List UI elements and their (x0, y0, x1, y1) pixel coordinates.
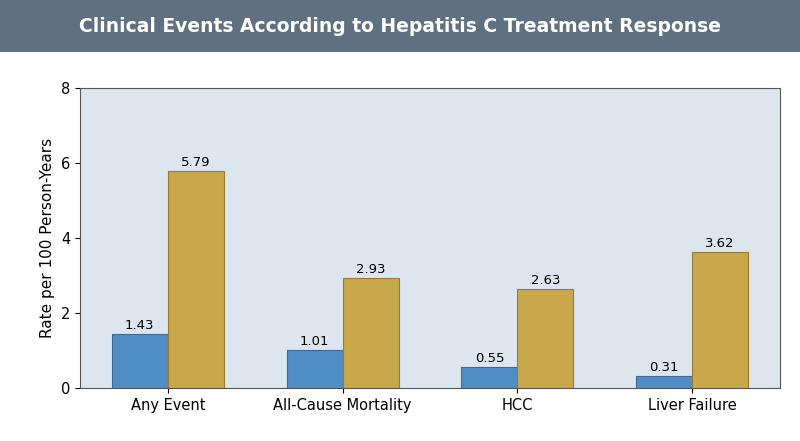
Text: 1.01: 1.01 (300, 335, 330, 348)
Text: 0.31: 0.31 (650, 361, 679, 374)
Text: 2.93: 2.93 (356, 263, 386, 276)
Bar (112, 334, 168, 388)
Bar (462, 367, 518, 388)
Text: 5.79: 5.79 (181, 156, 210, 169)
Bar (636, 377, 692, 388)
Bar (286, 350, 342, 388)
Text: 3.62: 3.62 (706, 237, 735, 250)
Text: 2.63: 2.63 (530, 274, 560, 287)
Y-axis label: Rate per 100 Person-Years: Rate per 100 Person-Years (40, 138, 55, 338)
Bar (168, 171, 224, 388)
Legend: With SVR, Without SVR: With SVR, Without SVR (539, 5, 773, 33)
Bar (692, 252, 748, 388)
Bar (518, 289, 574, 388)
Text: Clinical Events According to Hepatitis C Treatment Response: Clinical Events According to Hepatitis C… (79, 16, 721, 36)
Bar (342, 278, 398, 388)
Text: 1.43: 1.43 (125, 319, 154, 332)
Text: 0.55: 0.55 (474, 352, 504, 365)
